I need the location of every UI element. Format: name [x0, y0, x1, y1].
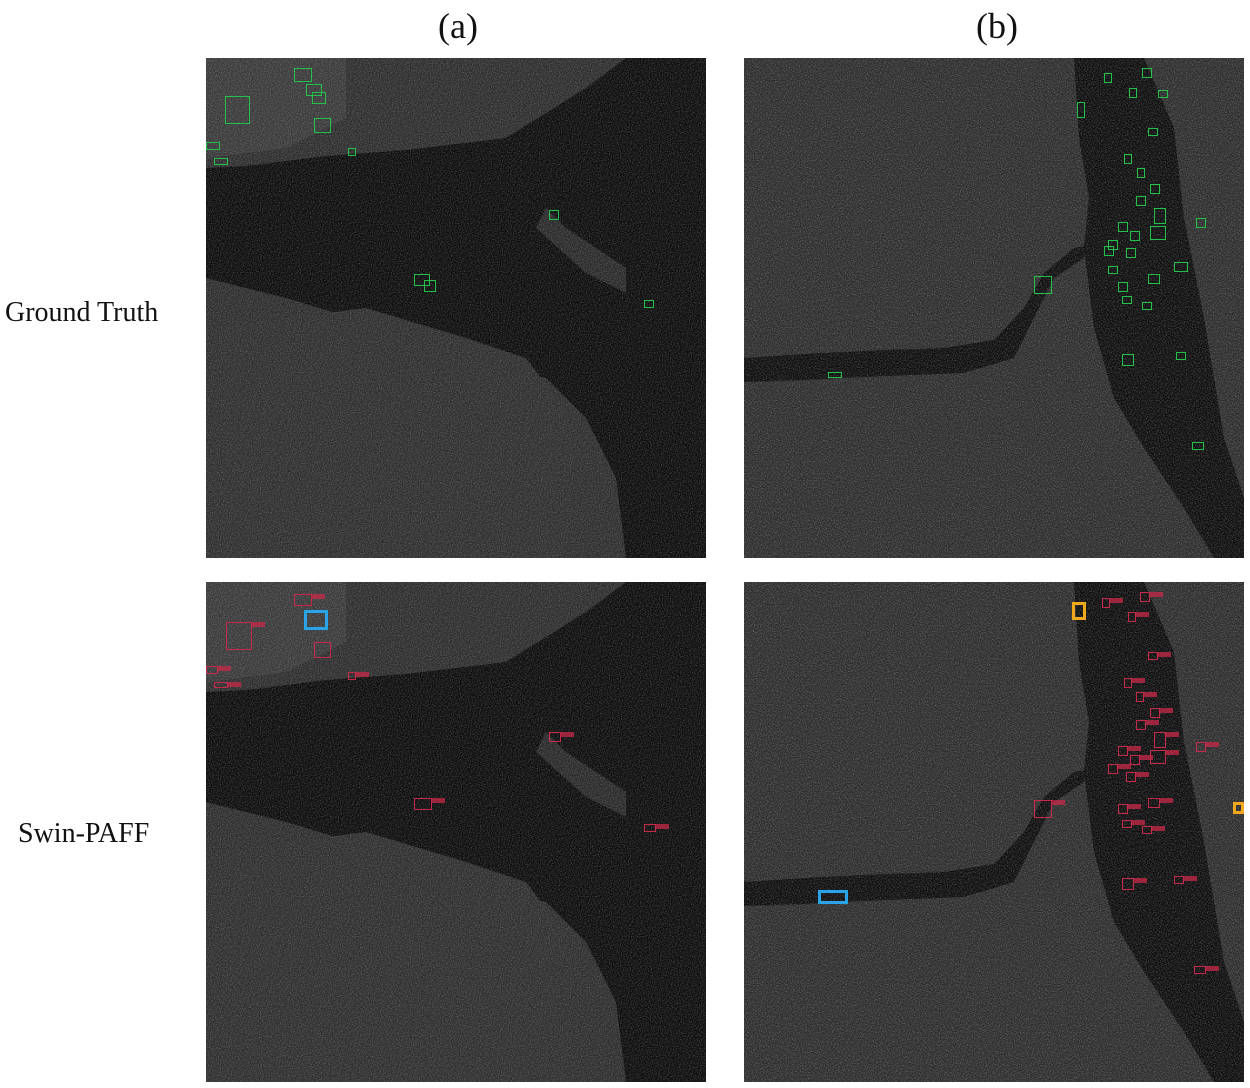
sar-scene-a [206, 582, 706, 1082]
ship-box-gt [1126, 248, 1136, 258]
ship-box-gt [1077, 102, 1085, 118]
ship-box-detected [1118, 746, 1141, 756]
ship-box-detected [1154, 732, 1179, 748]
ship-box-detected [294, 594, 325, 606]
ship-box-gt [214, 158, 228, 165]
ship-box-gt [294, 68, 312, 82]
ship-box-gt [1118, 282, 1128, 292]
ship-box-detected [1034, 800, 1065, 818]
ship-box-gt [1122, 296, 1132, 304]
ship-box-detected [1122, 820, 1145, 828]
ship-box-detected [1108, 764, 1131, 774]
ship-box-gt [549, 210, 559, 220]
ship-box-detected [1118, 804, 1141, 814]
ship-box-gt [1150, 226, 1166, 240]
ship-box-detected [1142, 826, 1165, 834]
ship-box-gt [1034, 276, 1052, 294]
ship-box-detected [1124, 678, 1145, 688]
sar-scene-a [206, 58, 706, 558]
ship-box-gt [348, 148, 356, 156]
ship-box-detected [1150, 750, 1179, 764]
row-label-ground-truth: Ground Truth [5, 297, 159, 328]
ship-box-gt [1196, 218, 1206, 228]
ship-box-false-alarm [1072, 602, 1086, 620]
ship-box-gt [1104, 246, 1114, 256]
ship-box-detected [644, 824, 669, 832]
ship-box-detected [1128, 612, 1149, 622]
sar-image-a-ground-truth [206, 58, 706, 558]
ship-box-gt [312, 92, 326, 104]
ship-box-gt [314, 118, 331, 133]
sar-image-a-swin-paff [206, 582, 706, 1082]
ship-box-gt [1137, 168, 1145, 178]
ship-box-detected [1174, 876, 1197, 884]
ship-box-gt [1122, 354, 1134, 366]
ship-box-gt [828, 372, 842, 378]
sar-scene-b [744, 582, 1244, 1082]
ship-box-gt [424, 280, 436, 292]
ship-box-gt [1150, 184, 1160, 194]
ship-box-detected [206, 666, 231, 674]
ship-box-gt [1129, 88, 1137, 98]
ship-box-detected [1126, 772, 1149, 782]
ship-box-detected [348, 672, 369, 680]
ship-box-gt [1192, 442, 1204, 450]
ship-box-gt [1148, 128, 1158, 136]
ship-box-gt [1142, 68, 1152, 78]
ship-box-detected [1136, 720, 1159, 730]
ship-box-gt [1176, 352, 1186, 360]
ship-box-gt [644, 300, 654, 308]
ship-box-gt [1124, 154, 1132, 164]
column-label-b: (b) [976, 6, 1018, 46]
ship-box-gt [1130, 231, 1140, 241]
ship-box-gt [1174, 262, 1188, 272]
ship-box-gt [1104, 73, 1112, 83]
row-label-swin-paff: Swin-PAFF [18, 818, 150, 849]
sar-image-b-ground-truth [744, 58, 1244, 558]
ship-box-detected [1148, 798, 1173, 808]
ship-box-detected [314, 642, 331, 658]
ship-box-detected [1150, 708, 1173, 718]
ship-box-detected [1140, 592, 1163, 602]
ship-box-detected [1196, 742, 1219, 752]
column-label-a: (a) [438, 6, 478, 46]
ship-box-detected [1122, 878, 1147, 890]
sar-scene-b [744, 58, 1244, 558]
ship-box-gt [225, 96, 250, 124]
ship-box-gt [1142, 302, 1152, 310]
ship-box-gt [1136, 196, 1146, 206]
ship-box-gt [1148, 274, 1160, 284]
ship-box-detected [414, 798, 445, 810]
ship-box-gt [1154, 208, 1166, 224]
ship-box-detected [1148, 652, 1171, 660]
ship-box-detected [226, 622, 265, 650]
ship-box-gt [306, 84, 322, 96]
ship-box-detected [1102, 598, 1123, 608]
ship-box-gt [206, 142, 220, 150]
ship-box-detected [214, 682, 241, 688]
ship-box-gt [1108, 266, 1118, 274]
ship-box-missed [304, 610, 328, 630]
ship-box-missed [818, 890, 848, 904]
ship-box-detected [1130, 755, 1153, 765]
ship-box-detected [1194, 966, 1219, 974]
ship-box-detected [549, 732, 574, 742]
ship-box-detected [1136, 692, 1157, 702]
ship-box-false-alarm [1233, 802, 1244, 814]
ship-box-gt [1158, 90, 1168, 98]
ship-box-gt [1118, 222, 1128, 232]
sar-image-b-swin-paff [744, 582, 1244, 1082]
